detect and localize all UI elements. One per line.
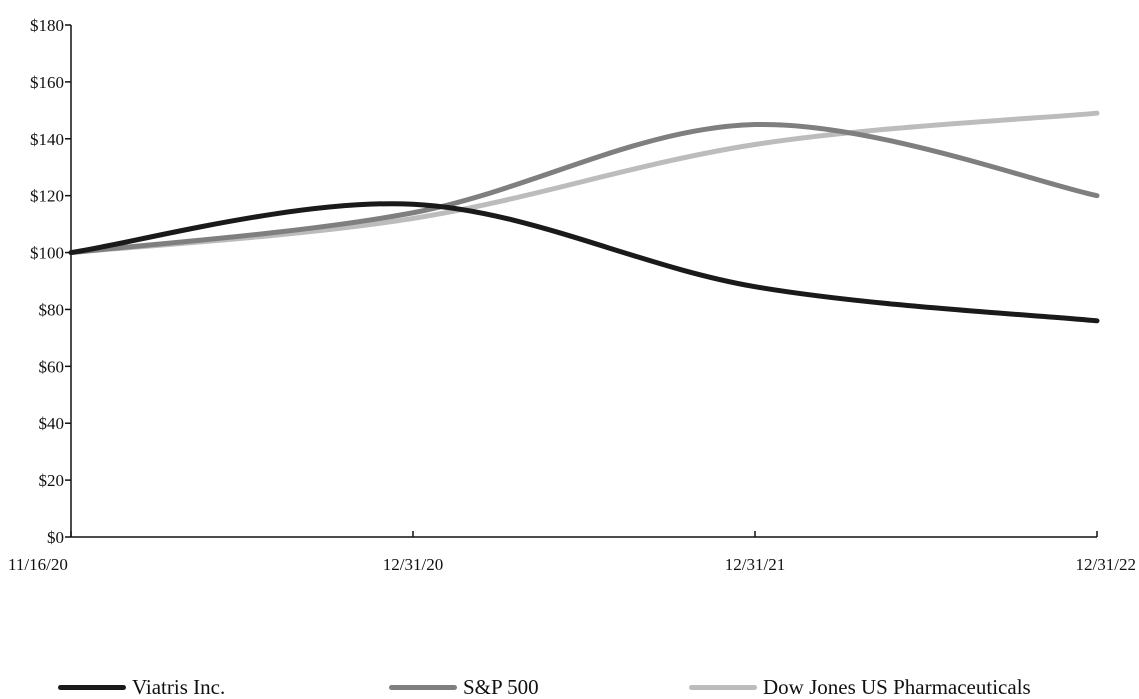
y-tick-label: $180 bbox=[30, 16, 64, 35]
legend-item-dow-jones: Dow Jones US Pharmaceuticals bbox=[689, 676, 1031, 698]
x-tick-label: 12/31/22 bbox=[1076, 555, 1136, 574]
legend-label-dow-jones: Dow Jones US Pharmaceuticals bbox=[763, 675, 1031, 699]
y-tick-label: $60 bbox=[39, 357, 65, 376]
axes bbox=[65, 24, 1098, 538]
y-tick-label: $80 bbox=[39, 300, 65, 319]
legend-swatch-viatris bbox=[58, 684, 126, 690]
legend-label-sp500: S&P 500 bbox=[463, 675, 539, 699]
series-line-0 bbox=[68, 201, 1100, 324]
y-tick-label: $100 bbox=[30, 244, 64, 263]
y-tick-label: $120 bbox=[30, 187, 64, 206]
x-tick-label: 12/31/20 bbox=[383, 555, 443, 574]
series-line-2 bbox=[68, 110, 1100, 256]
legend-swatch-sp500 bbox=[389, 684, 457, 690]
legend-label-viatris: Viatris Inc. bbox=[132, 675, 226, 699]
y-tick-label: $140 bbox=[30, 130, 64, 149]
legend: Viatris Inc. S&P 500 Dow Jones US Pharma… bbox=[0, 676, 1139, 698]
x-tick-label: 12/31/21 bbox=[725, 555, 785, 574]
y-tick-label: $40 bbox=[39, 414, 65, 433]
x-tick-label: 11/16/20 bbox=[8, 555, 68, 574]
x-tick-labels: 11/16/20 12/31/20 12/31/21 12/31/22 bbox=[8, 555, 1136, 574]
series-lines bbox=[68, 110, 1100, 324]
y-tick-label: $20 bbox=[39, 471, 65, 490]
legend-item-sp500: S&P 500 bbox=[389, 676, 539, 698]
y-tick-label: $0 bbox=[47, 528, 64, 547]
y-tick-labels: $0 $20 $40 $60 $80 $100 $120 $140 $160 $180 bbox=[30, 16, 64, 547]
y-tick-label: $160 bbox=[30, 73, 64, 92]
legend-item-viatris: Viatris Inc. bbox=[58, 676, 225, 698]
legend-swatch-dow-jones bbox=[689, 684, 757, 690]
series-line-1 bbox=[68, 122, 1100, 256]
